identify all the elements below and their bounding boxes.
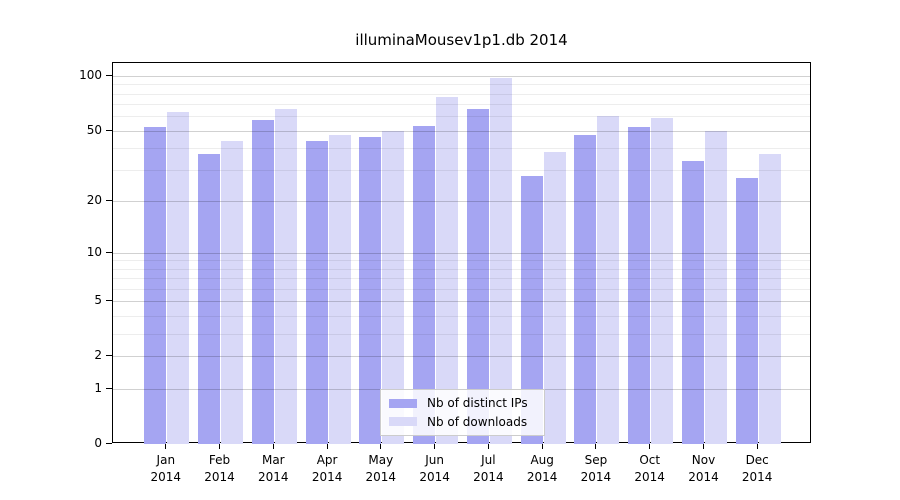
- y-tick-mark: [106, 355, 112, 357]
- x-tick-label: Feb 2014: [204, 453, 235, 484]
- y-gridline-minor: [113, 288, 810, 290]
- y-gridline-minor: [113, 268, 810, 270]
- y-gridline-minor: [113, 278, 810, 280]
- bar-distinct-ips: [305, 140, 328, 444]
- legend-label-distinct-ips: Nb of distinct IPs: [427, 396, 528, 411]
- x-tick-mark: [595, 443, 597, 449]
- y-tick-mark: [106, 129, 112, 131]
- bar-distinct-ips: [198, 154, 221, 444]
- x-tick-mark: [272, 443, 274, 449]
- bar-downloads: [328, 135, 351, 444]
- x-tick-label: Nov 2014: [688, 453, 719, 484]
- bar-downloads: [758, 154, 781, 444]
- y-gridline-major: [113, 356, 810, 358]
- y-gridline-minor: [113, 84, 810, 86]
- x-tick-label: Dec 2014: [741, 453, 773, 484]
- bar-distinct-ips: [359, 137, 382, 444]
- y-tick-label: 10: [86, 244, 102, 259]
- bar-downloads: [704, 130, 727, 444]
- y-gridline-major: [113, 130, 810, 132]
- y-tick-label: 1: [94, 380, 102, 395]
- x-tick-label: Aug 2014: [526, 453, 558, 484]
- bar-distinct-ips: [466, 108, 489, 444]
- y-gridline-major: [113, 201, 810, 203]
- y-gridline-minor: [113, 260, 810, 262]
- y-tick-mark: [106, 443, 112, 444]
- x-tick-mark: [326, 443, 328, 449]
- legend-swatch-downloads: [389, 417, 417, 427]
- x-tick-label: Jan 2014: [150, 453, 182, 484]
- bar-distinct-ips: [144, 127, 167, 444]
- bar-downloads: [489, 78, 512, 444]
- y-tick-label: 2: [94, 348, 102, 363]
- bar-distinct-ips: [251, 120, 274, 444]
- y-gridline-minor: [113, 170, 810, 172]
- legend-item-distinct-ips: Nb of distinct IPs: [389, 396, 544, 410]
- legend: Nb of distinct IPs Nb of downloads: [380, 389, 545, 436]
- legend-item-downloads: Nb of downloads: [389, 415, 544, 429]
- chart-title: illuminaMousev1p1.db 2014: [355, 31, 568, 49]
- y-gridline-minor: [113, 93, 810, 95]
- bar-distinct-ips: [574, 135, 597, 444]
- bar-downloads: [436, 96, 459, 444]
- bar-downloads: [274, 108, 297, 444]
- x-tick-label: Sep 2014: [580, 453, 612, 484]
- x-tick-label: Oct 2014: [634, 453, 665, 484]
- bar-downloads: [543, 151, 566, 444]
- x-tick-label: May 2014: [365, 453, 397, 484]
- bar-downloads: [167, 112, 190, 444]
- y-tick-mark: [106, 251, 112, 253]
- y-tick-mark: [106, 300, 112, 302]
- y-gridline-major: [113, 301, 810, 303]
- y-gridline-minor: [113, 333, 810, 335]
- y-tick-label: 5: [94, 293, 102, 308]
- x-tick-mark: [219, 443, 220, 449]
- bar-distinct-ips: [520, 175, 543, 444]
- y-gridline-minor: [113, 104, 810, 106]
- bar-distinct-ips: [628, 127, 651, 444]
- legend-label-downloads: Nb of downloads: [427, 414, 528, 429]
- x-tick-label: Mar 2014: [258, 453, 289, 484]
- y-gridline-major: [113, 76, 810, 78]
- y-tick-label: 20: [86, 193, 102, 208]
- y-gridline-major: [113, 252, 810, 254]
- y-tick-label: 50: [86, 122, 102, 137]
- x-tick-mark: [165, 443, 167, 449]
- y-tick-mark: [106, 387, 112, 389]
- x-tick-label: Jun 2014: [419, 453, 450, 484]
- legend-swatch-distinct-ips: [389, 398, 417, 408]
- x-tick-mark: [434, 443, 436, 449]
- bar-downloads: [651, 117, 674, 444]
- x-tick-mark: [487, 443, 489, 449]
- x-tick-label: Apr 2014: [311, 453, 343, 484]
- x-tick-label: Jul 2014: [473, 453, 504, 484]
- y-tick-mark: [106, 200, 112, 202]
- bar-distinct-ips: [413, 125, 436, 444]
- x-tick-mark: [756, 443, 758, 449]
- x-tick-mark: [541, 443, 543, 449]
- bar-downloads: [221, 140, 244, 444]
- y-gridline-minor: [113, 147, 810, 149]
- plot-area: [112, 62, 811, 444]
- x-tick-mark: [703, 443, 704, 449]
- x-tick-mark: [380, 443, 382, 449]
- y-tick-label: 0: [94, 436, 102, 450]
- bar-distinct-ips: [681, 160, 704, 444]
- x-tick-mark: [649, 443, 651, 449]
- y-gridline-minor: [113, 315, 810, 317]
- bar-downloads: [597, 116, 620, 444]
- bar-distinct-ips: [735, 178, 758, 444]
- y-gridline-minor: [113, 116, 810, 118]
- bar-downloads: [382, 130, 405, 444]
- y-tick-mark: [106, 75, 112, 77]
- y-tick-label: 100: [79, 68, 102, 83]
